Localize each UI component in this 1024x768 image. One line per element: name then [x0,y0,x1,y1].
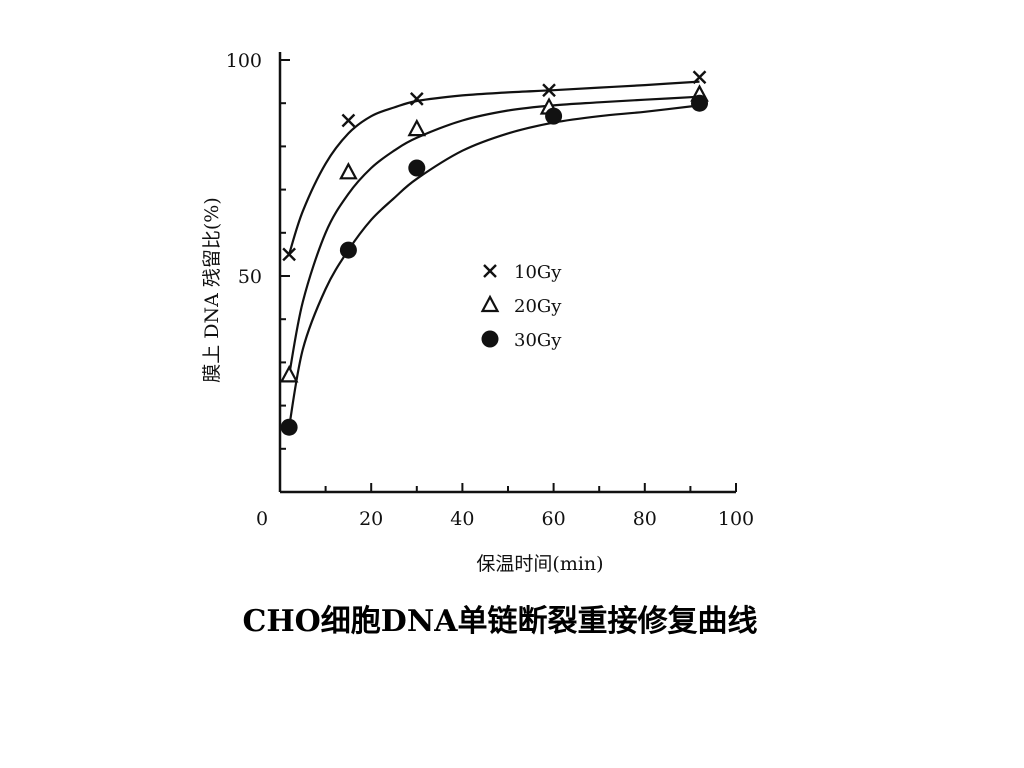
point-30Gy-4 [691,94,709,112]
point-20Gy-2 [407,118,427,137]
point-30Gy-2 [408,159,426,177]
point-10Gy-1 [341,113,356,128]
legend: 10Gy 20Gy 30Gy [480,262,562,351]
point-10Gy-4 [692,70,707,85]
axes-layer: 0 20 40 60 80 100 50 100 [226,50,754,530]
x-tick-label-40: 40 [450,508,474,530]
point-10Gy-0 [282,247,296,262]
y-axis-title: 膜上 DNA 残留比(%) [201,197,223,383]
curve-10Gy [288,80,700,255]
legend-label-10Gy: 10Gy [514,262,562,283]
point-20Gy-1 [339,161,358,180]
y-tick-label-50: 50 [238,266,262,288]
curve-30Gy [288,104,700,428]
x-tick-label-60: 60 [542,508,566,530]
points-layer [279,70,709,436]
point-10Gy-3 [542,83,556,98]
point-10Gy-2 [409,92,424,106]
curves-layer [288,80,700,428]
legend-marker-30Gy [481,330,499,348]
x-tick-label-0: 0 [256,508,268,530]
legend-label-30Gy: 30Gy [514,330,562,351]
point-30Gy-0 [280,418,298,436]
point-20Gy-0 [279,365,299,383]
point-30Gy-1 [339,241,357,259]
curve-20Gy [288,95,700,376]
x-axis-title: 保温时间(min) [476,553,603,575]
x-tick-label-20: 20 [359,508,383,530]
point-30Gy-3 [545,107,563,125]
x-tick-label-100: 100 [718,508,754,530]
y-tick-label-100: 100 [226,50,262,72]
legend-marker-20Gy [480,294,500,313]
legend-marker-10Gy [483,264,497,278]
x-tick-label-80: 80 [633,508,657,530]
chart-caption: CHO细胞DNA单链断裂重接修复曲线 [242,604,758,639]
legend-label-20Gy: 20Gy [514,296,562,317]
